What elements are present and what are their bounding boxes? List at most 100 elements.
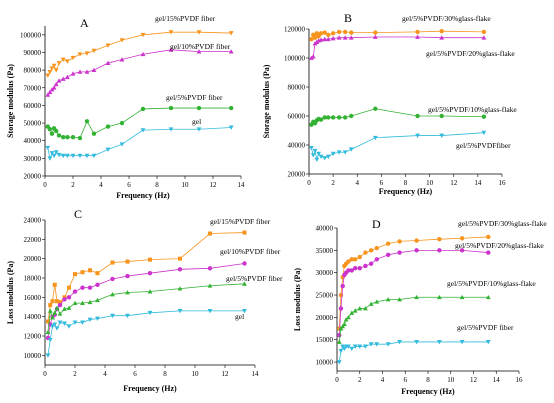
data-point (337, 333, 342, 338)
series-label: gel/5%PVDF/30%glass-flake (402, 14, 491, 23)
series-1: gel/10%PVDF fiber (45, 42, 234, 97)
data-point (207, 231, 213, 236)
data-point (57, 302, 63, 308)
series-3: gel (45, 117, 234, 161)
data-point (228, 125, 234, 130)
x-tick-label: 6 (404, 376, 408, 384)
data-point (47, 337, 53, 343)
data-point (54, 128, 59, 134)
data-point (415, 29, 420, 35)
x-tick-label: 12 (210, 181, 218, 189)
data-point (168, 30, 174, 35)
data-point (330, 115, 336, 120)
data-point (47, 156, 53, 161)
data-point (338, 306, 344, 311)
data-point (336, 150, 342, 155)
x-tick-label: 14 (238, 181, 246, 189)
data-point (349, 30, 354, 35)
data-point (374, 245, 380, 251)
x-tick-label: 10 (192, 370, 200, 378)
data-point (119, 38, 125, 43)
data-point (415, 133, 420, 138)
data-point (336, 360, 342, 365)
x-tick-label: 10 (182, 181, 190, 189)
series-line (47, 127, 232, 160)
y-tick-label: 16000 (24, 294, 42, 302)
series-0: gel/15%PVDF fiber (45, 14, 234, 78)
data-point (372, 135, 378, 141)
x-tick-label: 16 (499, 179, 507, 187)
data-point (45, 353, 51, 358)
data-point (325, 36, 331, 42)
data-point (95, 297, 100, 303)
data-point (45, 92, 51, 97)
data-point (57, 320, 63, 325)
y-axis-title: Loss modulus (Pa) (293, 268, 302, 331)
series-line (47, 283, 245, 333)
data-point (338, 348, 344, 354)
data-point (65, 134, 70, 140)
x-tick-label: 6 (127, 181, 131, 189)
data-point (397, 239, 402, 244)
series-1: gel/10%PVDF fiber (45, 247, 281, 341)
data-point (207, 308, 213, 314)
x-axis-title: Frequency (Hz) (401, 387, 455, 396)
data-point (72, 320, 78, 325)
y-tick-label: 20000 (316, 314, 334, 322)
data-point (48, 303, 53, 308)
data-point (459, 236, 465, 241)
data-point (87, 268, 93, 273)
y-tick-label: 100000 (20, 31, 42, 39)
data-point (57, 311, 63, 316)
data-point (318, 154, 324, 159)
x-tick-label: 2 (358, 376, 362, 384)
x-tick-label: 6 (133, 370, 137, 378)
data-point (52, 282, 57, 287)
x-tick-label: 8 (426, 376, 430, 384)
y-tick-label: 18000 (24, 275, 42, 283)
data-point (228, 49, 234, 54)
data-point (343, 317, 349, 322)
series-line (311, 30, 484, 40)
data-point (49, 151, 55, 156)
y-tick-label: 80000 (24, 67, 42, 75)
data-point (414, 248, 419, 253)
y-tick-label: 60000 (24, 102, 42, 110)
data-point (66, 324, 72, 329)
data-point (373, 30, 378, 35)
data-point (105, 124, 111, 129)
data-point (340, 344, 346, 349)
data-point (437, 236, 442, 242)
x-tick-label: 2 (71, 181, 75, 189)
data-point (349, 268, 354, 273)
data-point (110, 276, 115, 282)
data-point (485, 294, 491, 300)
data-point (352, 344, 358, 349)
data-point (196, 105, 202, 111)
series-0: gel/5%PVDF/30%glass-flake (337, 219, 547, 331)
data-point (105, 43, 111, 48)
data-point (84, 119, 90, 124)
panel-b: 0 2 4 6 8 10 12 14 16 20000 40000 60000 80000 100000 1… (262, 11, 517, 196)
data-point (312, 35, 318, 40)
data-point (47, 308, 53, 313)
data-point (80, 270, 85, 275)
series-label: gel/5%PVDF fiber (226, 274, 283, 283)
data-point (330, 151, 336, 157)
data-point (346, 268, 351, 273)
data-point (140, 128, 146, 133)
data-point (309, 36, 314, 42)
data-point (374, 257, 380, 262)
y-tick-label: 30000 (24, 155, 42, 163)
series-2: gel/5%PVDF fiber (45, 274, 283, 335)
data-point (95, 282, 100, 287)
data-point (77, 153, 83, 159)
series-label: gel (192, 117, 201, 126)
data-point (72, 272, 78, 277)
data-point (325, 154, 331, 159)
data-point (385, 297, 391, 302)
data-point (415, 113, 420, 119)
data-point (56, 61, 62, 66)
series-line (47, 263, 245, 338)
data-point (50, 299, 55, 304)
